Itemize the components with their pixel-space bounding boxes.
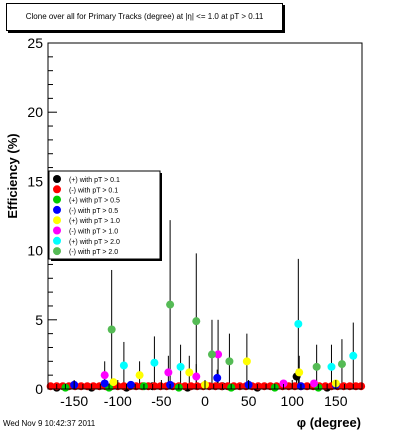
legend-marker (53, 185, 61, 194)
data-point (217, 382, 226, 391)
data-point (176, 362, 185, 371)
data-point (180, 382, 189, 391)
data-point (345, 382, 354, 391)
data-point (164, 368, 173, 377)
x-tick-label: 0 (201, 393, 209, 409)
x-tick-label: -100 (104, 393, 132, 409)
legend-label: (+) with pT > 0.1 (69, 177, 120, 184)
data-point (310, 379, 319, 388)
legend-label: (+) with pT > 0.5 (69, 198, 120, 205)
data-point (166, 300, 175, 309)
y-tick-label: 5 (35, 312, 43, 328)
data-point (150, 358, 159, 367)
data-point (109, 378, 118, 387)
data-point (214, 350, 223, 359)
legend-marker (53, 205, 61, 214)
timestamp: Wed Nov 9 10:42:37 2011 (3, 419, 96, 428)
legend-marker (53, 175, 61, 183)
data-point (303, 382, 312, 391)
legend-marker (53, 216, 61, 225)
legend-label: (+) with pT > 1.0 (69, 218, 120, 225)
y-tick-label: 15 (27, 173, 43, 189)
axes: 0 5 10 15 20 25 -150 -100 -50 0 50 100 150 (27, 35, 354, 409)
data-point (119, 361, 128, 370)
data-point (327, 362, 336, 371)
y-tick-label: 20 (27, 104, 43, 120)
data-point (83, 382, 92, 391)
data-point (193, 382, 202, 391)
legend-label: (-) with pT > 1.0 (69, 229, 118, 236)
data-point (100, 379, 109, 388)
chart-title: Clone over all for Primary Tracks (degre… (25, 12, 264, 21)
legend-label: (+) with pT > 2.0 (69, 239, 120, 246)
x-tick-label: -150 (60, 393, 88, 409)
data-point (254, 382, 263, 391)
data-point (185, 368, 194, 377)
data-point (187, 382, 196, 391)
data-point (207, 350, 216, 359)
legend-label: (-) with pT > 0.1 (69, 187, 118, 194)
x-tick-label: -50 (151, 393, 171, 409)
data-point (279, 379, 288, 388)
legend: (+) with pT > 0.1 (-) with pT > 0.1 (+) wi… (48, 170, 162, 261)
data-point (107, 325, 116, 334)
data-point (290, 382, 299, 391)
data-point (46, 382, 55, 391)
data-point (156, 382, 165, 391)
x-tick-label: 150 (324, 393, 348, 409)
legend-marker (53, 247, 61, 256)
legend-marker (53, 226, 61, 235)
data-point (192, 317, 201, 326)
legend-marker (53, 236, 61, 245)
data-point (357, 382, 366, 391)
data-point (119, 382, 128, 391)
x-tick-label: 50 (241, 393, 257, 409)
legend-marker (53, 195, 61, 204)
data-point (312, 362, 321, 371)
data-point (100, 371, 109, 380)
data-point (225, 357, 234, 366)
data-points (46, 300, 366, 392)
chart-title-box: Clone over all for Primary Tracks (degre… (6, 3, 283, 31)
data-point (126, 380, 135, 389)
y-tick-label: 0 (35, 381, 43, 397)
data-point (294, 319, 303, 328)
legend-label: (-) with pT > 0.5 (69, 208, 118, 215)
data-point (339, 382, 348, 391)
data-point (349, 351, 358, 360)
legend-label: (-) with pT > 2.0 (69, 249, 118, 256)
data-point (242, 357, 251, 366)
legend-box (48, 170, 161, 260)
y-tick-label: 25 (27, 35, 43, 51)
data-point (135, 371, 144, 380)
data-point (192, 372, 201, 381)
data-point (337, 360, 346, 369)
data-point (213, 373, 222, 382)
x-axis-label: φ (degree) (297, 415, 361, 430)
x-tick-label: 100 (281, 393, 305, 409)
data-point (295, 368, 304, 377)
y-axis-label: Efficiency (%) (5, 133, 20, 218)
y-tick-label: 10 (27, 243, 43, 259)
